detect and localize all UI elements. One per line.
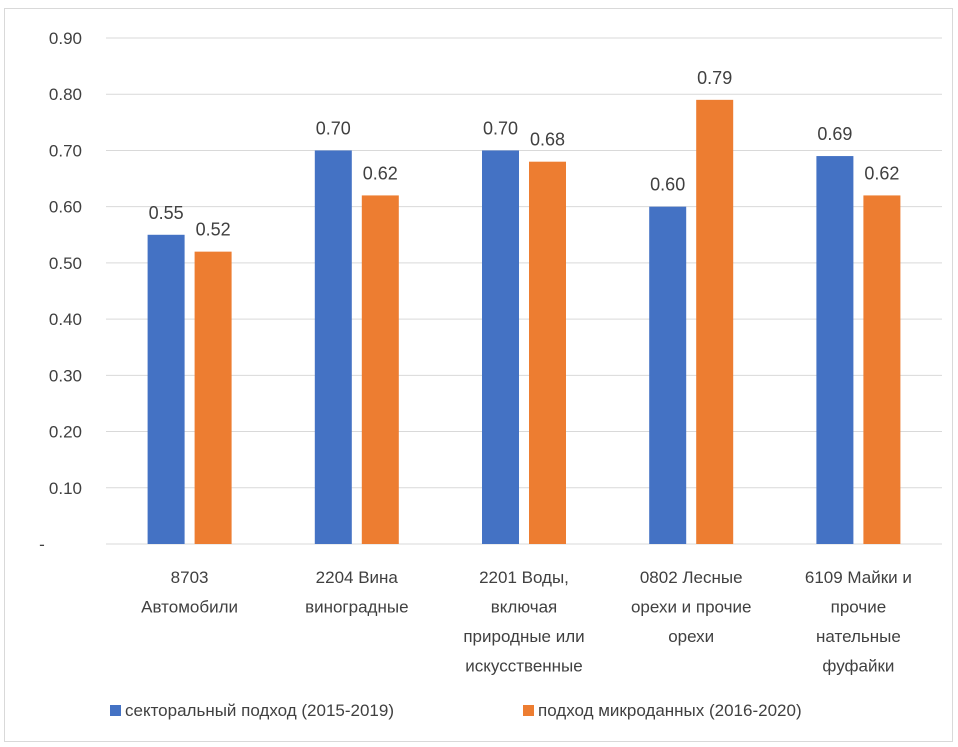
data-label: 0.52 [196, 220, 231, 240]
category-label: 6109 Майки и [805, 568, 912, 587]
category-label: орехи и прочие [631, 598, 751, 617]
legend-swatch [110, 705, 121, 716]
data-label: 0.62 [363, 163, 398, 183]
y-tick-label: 0.30 [49, 366, 82, 385]
y-tick-label: 0.50 [49, 254, 82, 273]
y-tick-label: 0.10 [49, 479, 82, 498]
category-label: природные или [463, 627, 584, 646]
bar [194, 251, 232, 544]
category-label: 8703 [171, 568, 209, 587]
bar [482, 150, 519, 544]
category-label: Автомобили [141, 598, 238, 617]
data-label: 0.70 [316, 118, 351, 138]
legend-label: секторальный подход (2015-2019) [125, 701, 394, 720]
category-label: нательные [816, 627, 901, 646]
category-label: 2201 Воды, [479, 568, 569, 587]
category-label: 2204 Вина [316, 568, 399, 587]
data-label: 0.69 [817, 124, 852, 144]
category-label: орехи [668, 627, 714, 646]
bar [696, 99, 734, 544]
legend-swatch [523, 705, 534, 716]
data-label: 0.55 [149, 203, 184, 223]
data-label: 0.62 [864, 163, 899, 183]
bar [529, 161, 566, 544]
y-tick-label: - [39, 535, 45, 554]
y-tick-label: 0.20 [49, 423, 82, 442]
legend-label: подход микроданных (2016-2020) [538, 701, 802, 720]
category-label: 0802 Лесные [640, 568, 743, 587]
category-label: прочие [831, 598, 887, 617]
data-label: 0.70 [483, 118, 518, 138]
bar [314, 150, 352, 544]
y-tick-label: 0.60 [49, 198, 82, 217]
data-label: 0.68 [530, 130, 565, 150]
y-tick-label: 0.40 [49, 310, 82, 329]
category-label: виноградные [305, 598, 408, 617]
bar [649, 206, 687, 544]
y-tick-label: 0.90 [49, 29, 82, 48]
data-label: 0.60 [650, 175, 685, 195]
category-label: включая [491, 598, 557, 617]
y-tick-label: 0.80 [49, 85, 82, 104]
data-label: 0.79 [697, 68, 732, 88]
bar [863, 195, 901, 544]
category-label: искусственные [465, 657, 582, 676]
bar [147, 234, 185, 544]
category-label: фуфайки [822, 657, 894, 676]
bar [361, 195, 399, 544]
bar [816, 156, 854, 545]
y-tick-label: 0.70 [49, 141, 82, 160]
